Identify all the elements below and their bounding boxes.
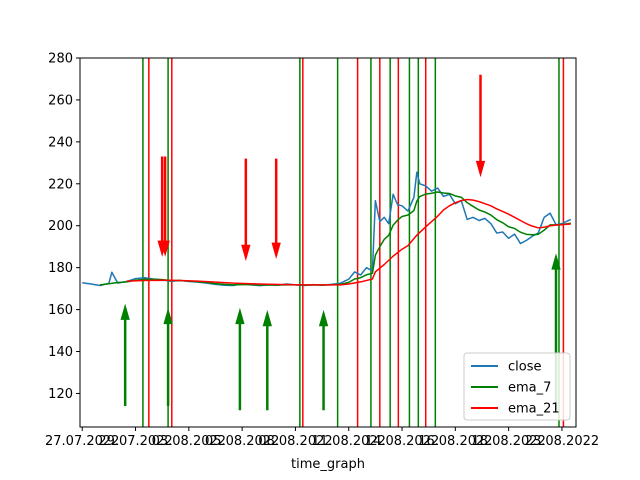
signal-lines — [142, 58, 565, 427]
legend-label-ema-7: ema_7 — [508, 381, 551, 396]
x-tick-label: 23.08.2022 — [525, 434, 599, 449]
legend-label-ema-21: ema_21 — [508, 402, 560, 417]
arrow-head — [318, 309, 329, 327]
x-tick-label: 11.08.2022 — [312, 434, 386, 449]
x-tick-label: 27.07.2022 — [45, 434, 119, 449]
x-tick-label: 05.08.2022 — [205, 434, 279, 449]
x-tick-label: 16.08.2022 — [418, 434, 492, 449]
x-tick-label: 18.08.2022 — [471, 434, 545, 449]
arrow-head — [262, 309, 272, 327]
legend: close ema_7 ema_21 — [463, 352, 571, 421]
y-tick-label: 280 — [48, 52, 73, 67]
signal-arrow-8 — [271, 158, 281, 259]
x-tick-label: 29.07.2022 — [98, 434, 172, 449]
arrow-head — [551, 253, 561, 270]
y-tick-label: 220 — [48, 177, 73, 192]
arrow-head — [160, 240, 170, 257]
arrow-head — [271, 242, 281, 259]
arrow-head — [475, 160, 486, 178]
series-line-ema-21 — [126, 198, 571, 286]
signal-arrow-5 — [235, 307, 245, 411]
y-tick-label: 160 — [48, 303, 73, 318]
signal-arrow-10 — [475, 74, 486, 178]
y-tick-label: 180 — [48, 261, 73, 276]
y-tick-label: 200 — [48, 219, 73, 234]
signal-arrow-1 — [120, 303, 130, 407]
signal-arrow-9 — [318, 309, 329, 411]
x-tick-label: 08.08.2022 — [258, 434, 332, 449]
legend-box — [463, 352, 571, 421]
arrow-head — [241, 244, 251, 262]
arrow-head — [235, 307, 245, 325]
x-tick-label: 14.08.2022 — [365, 434, 439, 449]
x-tick-label: 03.08.2022 — [152, 434, 226, 449]
signal-arrows — [120, 74, 561, 411]
plot-frame — [79, 57, 577, 428]
signal-arrow-4 — [163, 307, 173, 407]
x-axis: 27.07.202229.07.202203.08.202205.08.2022… — [45, 427, 599, 449]
signal-arrow-3 — [160, 156, 170, 257]
arrow-head — [120, 303, 130, 320]
series-lines — [82, 171, 572, 287]
x-axis-title: time_graph — [291, 457, 365, 472]
y-tick-label: 120 — [48, 387, 73, 402]
y-tick-label: 240 — [48, 135, 73, 150]
legend-label-close: close — [508, 360, 541, 375]
y-axis: 120 140 160 180 200 220 240 260 280 — [48, 52, 80, 402]
y-tick-label: 140 — [48, 345, 73, 360]
signal-arrow-7 — [262, 309, 272, 411]
y-tick-label: 260 — [48, 93, 73, 108]
arrow-head — [163, 307, 173, 325]
signal-arrow-6 — [241, 158, 251, 262]
